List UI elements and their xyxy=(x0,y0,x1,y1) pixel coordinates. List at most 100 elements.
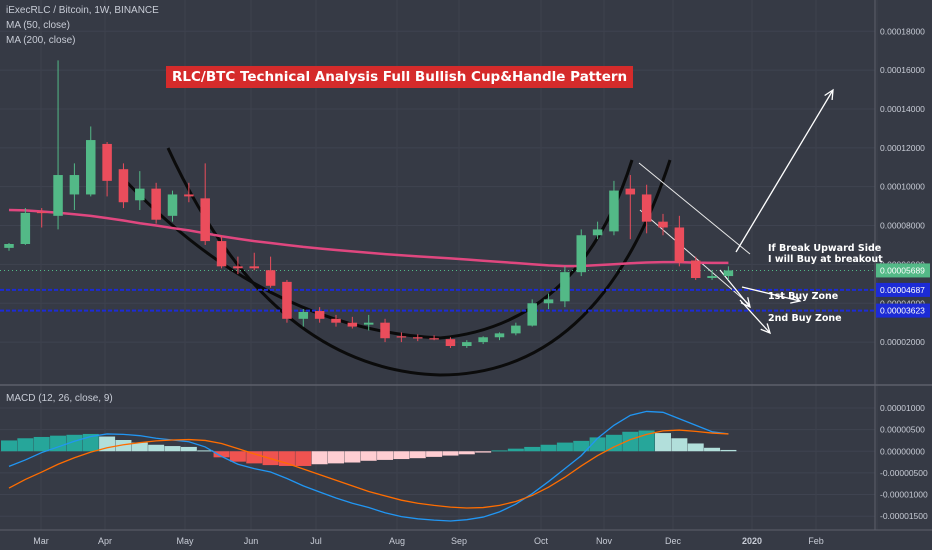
macd-histogram-bar xyxy=(377,451,394,460)
candle-body xyxy=(462,342,472,346)
macd-tick-label: -0.00001500 xyxy=(880,511,928,521)
macd-histogram-bar xyxy=(197,450,214,452)
zone2-arrow xyxy=(739,299,771,334)
candle-body xyxy=(86,140,96,195)
macd-histogram-bar xyxy=(328,451,344,464)
candle-body xyxy=(53,175,63,216)
price-marker-box xyxy=(876,282,930,297)
macd-tick-label: -0.00000500 xyxy=(880,468,928,478)
candle-body xyxy=(543,299,554,304)
candle-body xyxy=(413,337,423,339)
time-tick-label: Mar xyxy=(33,536,49,546)
macd-histogram-bar xyxy=(33,436,50,452)
macd-histogram-bar xyxy=(622,431,639,452)
price-marker-box xyxy=(876,263,930,278)
macd-histogram-bar xyxy=(524,446,541,452)
macd-histogram-bar xyxy=(50,435,67,452)
candle-body xyxy=(723,270,734,277)
price-marker-label: 0.00003623 xyxy=(880,306,925,316)
candle-body xyxy=(396,336,407,338)
macd-histogram-bar xyxy=(426,451,443,457)
buy-zone-2-label: 2nd Buy Zone xyxy=(768,313,842,324)
ma50-legend[interactable]: MA (50, close) xyxy=(6,20,70,31)
time-tick-label: Jul xyxy=(310,536,322,546)
zone2-arrow-head xyxy=(760,323,772,335)
candle-body xyxy=(625,188,636,195)
macd-tick-label: -0.00001000 xyxy=(880,490,928,500)
candle-body xyxy=(609,190,619,232)
candle-body xyxy=(20,212,31,244)
breakout-note-line2: I will Buy at breakout xyxy=(768,254,883,265)
candle-body xyxy=(265,270,276,286)
time-tick-label: Apr xyxy=(98,536,112,546)
macd-histogram-bar xyxy=(295,451,312,466)
candle-body xyxy=(282,281,292,319)
candle-body xyxy=(184,194,194,197)
macd-histogram-bar xyxy=(605,434,622,452)
macd-histogram-bar xyxy=(507,448,524,452)
macd-histogram-bar xyxy=(491,450,508,452)
candle-body xyxy=(592,229,603,236)
ma200-line xyxy=(8,208,729,268)
time-tick-label: Oct xyxy=(534,536,549,546)
macd-histogram-bar xyxy=(573,440,590,452)
macd-histogram-bar xyxy=(213,451,230,458)
price-marker-label: 0.00005689 xyxy=(880,265,925,275)
macd-tick-label: 0.00000000 xyxy=(880,446,925,456)
candle-body xyxy=(511,325,521,334)
price-tick-label: 0.00008000 xyxy=(880,221,925,231)
macd-histogram-bar xyxy=(164,446,181,452)
candle-body xyxy=(151,188,161,220)
time-tick-label: Dec xyxy=(665,536,682,546)
macd-histogram-bar xyxy=(475,451,492,453)
zone1-pointer xyxy=(741,286,801,302)
macd-legend[interactable]: MACD (12, 26, close, 9) xyxy=(6,393,113,404)
candle-body xyxy=(4,244,14,248)
candle-body xyxy=(69,175,80,195)
price-marker-box xyxy=(876,303,930,318)
candle-body xyxy=(102,143,112,181)
macd-histogram-bar xyxy=(229,451,246,462)
macd-histogram-bar xyxy=(246,451,263,464)
macd-histogram-bar xyxy=(115,440,132,452)
macd-tick-label: 0.00001000 xyxy=(880,403,925,413)
macd-histogram-bar xyxy=(442,451,459,456)
macd-histogram-bar xyxy=(704,447,721,452)
macd-histogram-bar xyxy=(589,437,606,452)
macd-histogram-bar xyxy=(66,434,83,452)
candle-body xyxy=(216,241,227,267)
candle-body xyxy=(674,227,685,263)
candle-body xyxy=(494,333,505,338)
breakout-arrow xyxy=(735,89,834,253)
time-tick-label: Jun xyxy=(244,536,259,546)
time-tick-label: Sep xyxy=(451,536,467,546)
macd-histogram-bar xyxy=(655,433,671,452)
macd-histogram-bar xyxy=(131,442,148,452)
macd-histogram-bar xyxy=(1,440,17,452)
breakout-arrow-head xyxy=(824,88,834,101)
macd-histogram-bar xyxy=(556,442,573,452)
price-marker-label: 0.00004687 xyxy=(880,285,925,295)
macd-histogram-bar xyxy=(393,451,410,460)
symbol-legend[interactable]: iExecRLC / Bitcoin, 1W, BINANCE xyxy=(6,5,159,16)
macd-line xyxy=(8,410,729,522)
price-tick-label: 0.00002000 xyxy=(880,337,925,347)
breakout-note-line1: If Break Upward Side xyxy=(768,243,882,254)
candle-body xyxy=(118,169,129,203)
candle-body xyxy=(380,322,390,339)
time-tick-label: Feb xyxy=(808,536,824,546)
candle-body xyxy=(658,221,668,228)
candle-body xyxy=(36,211,47,214)
candle-body xyxy=(641,194,652,222)
candle-body xyxy=(135,188,145,201)
macd-histogram-bar xyxy=(344,451,361,463)
candle-body xyxy=(314,311,325,319)
macd-histogram-bar xyxy=(311,451,328,465)
ma200-legend[interactable]: MA (200, close) xyxy=(6,35,76,46)
time-tick-label: Aug xyxy=(389,536,405,546)
time-tick-label: 2020 xyxy=(742,536,762,546)
candle-body xyxy=(233,266,243,269)
chart-title-banner: RLC/BTC Technical Analysis Full Bullish … xyxy=(166,66,634,88)
candle-body xyxy=(298,312,309,319)
